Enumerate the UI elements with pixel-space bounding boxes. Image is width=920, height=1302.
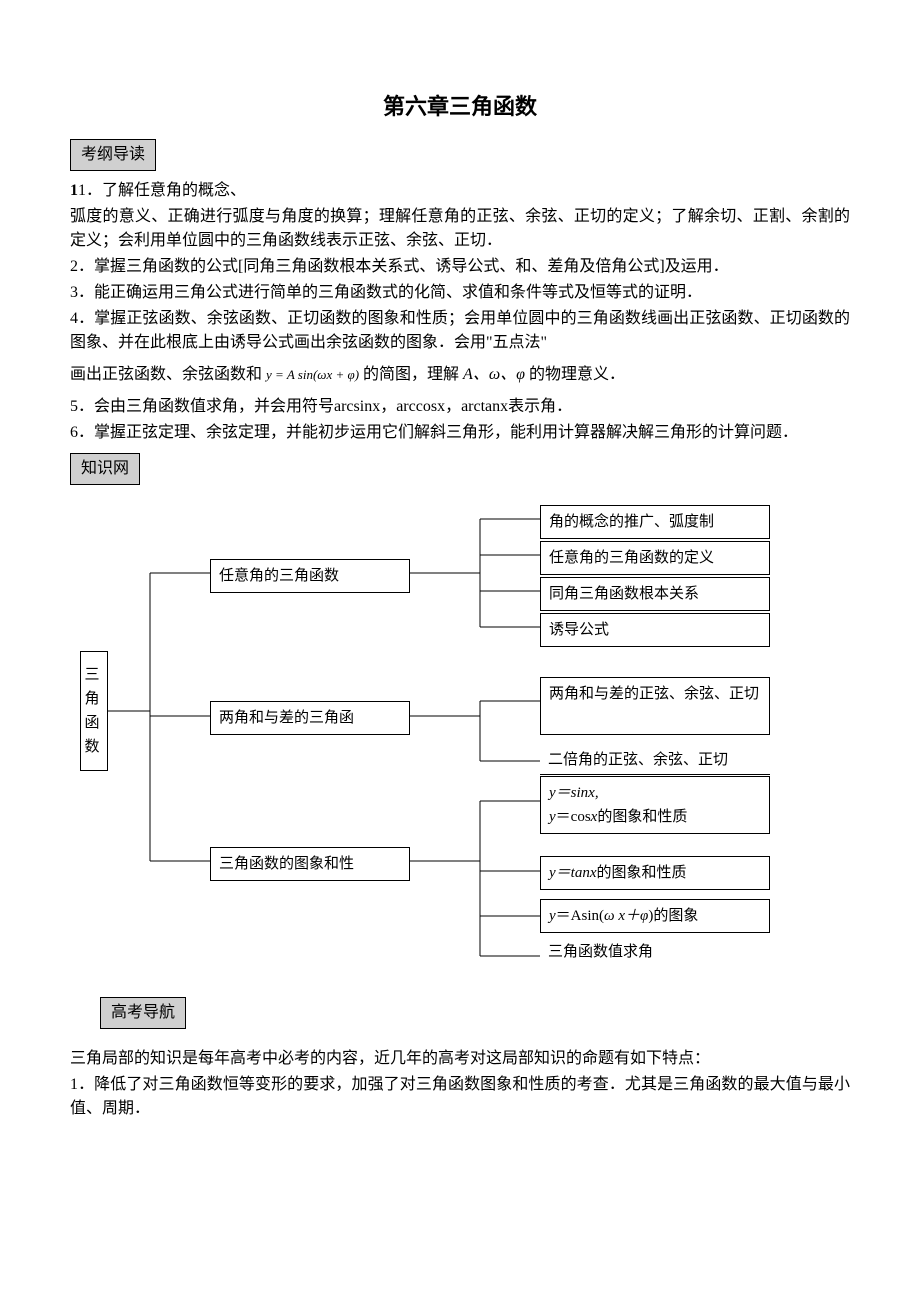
outline-item-1b: 弧度的意义、正确进行弧度与角度的换算；理解任意角的正弦、余弦、正切的定义；了解余… [70,205,850,253]
outline-4-text: 4．掌握正弦函数、余弦函数、正切函数的图象和性质；会用单位圆中的三角函数线画出正… [70,310,850,351]
knowledge-tree: 三角函数 任意角的三角函数 两角和与差的三角函 三角函数的图象和性 角的概念的推… [80,501,860,981]
outline-item-5: 5．会由三角函数值求角，并会用符号arcsinx，arccosx，arctanx… [70,395,850,419]
outline-4b-pre: 画出正弦函数、余弦函数和 [70,366,262,383]
outline-item-4b: 画出正弦函数、余弦函数和 y = A sin(ωx + φ) 的简图，理解 A、… [70,363,850,387]
outline-4b-post: 的物理意义． [529,366,625,383]
section-zhishi-tag: 知识网 [70,453,140,485]
gaokao-p2: 1．降低了对三角函数恒等变形的要求，加强了对三角函数图象和性质的考查．尤其是三角… [70,1073,850,1121]
outline-3-text: 3．能正确运用三角公式进行简单的三角函数式的化简、求值和条件等式及恒等式的证明． [70,284,702,301]
tree-leaf-8-it: tanx [571,865,597,881]
outline-2-text: 2．掌握三角函数的公式[同角三角函数根本关系式、诱导公式、和、差角及倍角公式]及… [70,258,729,275]
tree-leaf-10: 三角函数值求角 [540,939,770,966]
outline-item-2: 2．掌握三角函数的公式[同角三角函数根本关系式、诱导公式、和、差角及倍角公式]及… [70,255,850,279]
outline-item-6: 6．掌握正弦定理、余弦定理，并能初步运用它们解斜三角形，能利用计算器解决解三角形… [70,421,850,445]
tree-leaf-4: 诱导公式 [540,613,770,647]
outline-6-text: 6．掌握正弦定理、余弦定理，并能初步运用它们解斜三角形，能利用计算器解决解三角形… [70,424,798,441]
outline-5-text: 5．会由三角函数值求角，并会用符号arcsinx，arccosx，arctanx… [70,398,572,415]
tree-leaf-7a: y＝sinx, [549,785,599,801]
outline-4b-formula: y = A sin(ωx + φ) [266,367,359,382]
tree-leaf-9: y＝Asin(ω x＋φ)的图象 [540,899,770,933]
tree-root: 三角函数 [80,651,108,771]
tree-leaf-1: 角的概念的推广、弧度制 [540,505,770,539]
gaokao-p1: 三角局部的知识是每年高考中必考的内容，近几年的高考对这局部知识的命题有如下特点： [70,1047,850,1071]
tree-leaf-8-pre: y＝ [549,865,571,881]
outline-item-3: 3．能正确运用三角公式进行简单的三角函数式的化简、求值和条件等式及恒等式的证明． [70,281,850,305]
tree-leaf-7b: y＝cosx的图象和性质 [549,809,687,825]
tree-leaf-8-post: 的图象和性质 [597,865,687,881]
outline-4b-vars: A、ω、φ [463,366,525,383]
tree-leaf-8: y＝tanx的图象和性质 [540,856,770,890]
tree-mid-3: 三角函数的图象和性 [210,847,410,881]
outline-4b-mid: 的简图，理解 [363,366,459,383]
outline-item-1a: 11．了解任意角的概念、 [70,179,850,203]
tree-leaf-6: 二倍角的正弦、余弦、正切 [540,747,770,775]
tree-leaf-3: 同角三角函数根本关系 [540,577,770,611]
page-title: 第六章三角函数 [70,90,850,123]
section-gaokao-tag: 高考导航 [100,997,186,1029]
outline-item-4: 4．掌握正弦函数、余弦函数、正切函数的图象和性质；会用单位圆中的三角函数线画出正… [70,307,850,355]
section-kaogang-tag: 考纲导读 [70,139,156,171]
tree-mid-1: 任意角的三角函数 [210,559,410,593]
tree-leaf-7: y＝sinx, y＝cosx的图象和性质 [540,776,770,834]
tree-leaf-9-it: ω x＋φ [604,908,648,924]
tree-leaf-2: 任意角的三角函数的定义 [540,541,770,575]
tree-leaf-5: 两角和与差的正弦、余弦、正切 [540,677,770,735]
tree-mid-2: 两角和与差的三角函 [210,701,410,735]
